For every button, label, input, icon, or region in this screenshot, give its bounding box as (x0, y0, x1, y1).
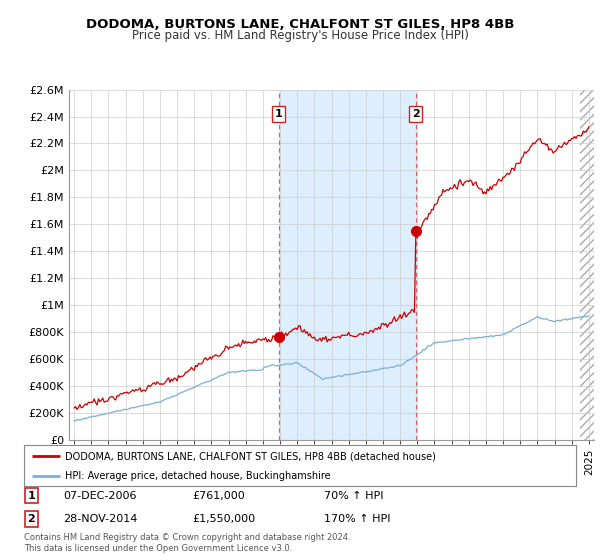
Bar (278, 90, 416, 440)
Text: £761,000: £761,000 (192, 491, 245, 501)
Text: 170% ↑ HPI: 170% ↑ HPI (324, 514, 391, 524)
Text: £1,550,000: £1,550,000 (192, 514, 255, 524)
Text: 07-DEC-2006: 07-DEC-2006 (63, 491, 137, 501)
Text: 1: 1 (28, 491, 35, 501)
Text: 2: 2 (412, 109, 419, 119)
Text: DODOMA, BURTONS LANE, CHALFONT ST GILES, HP8 4BB: DODOMA, BURTONS LANE, CHALFONT ST GILES,… (86, 18, 514, 31)
Text: 2: 2 (28, 514, 35, 524)
Text: HPI: Average price, detached house, Buckinghamshire: HPI: Average price, detached house, Buck… (65, 472, 331, 481)
Text: 28-NOV-2014: 28-NOV-2014 (63, 514, 137, 524)
Text: DODOMA, BURTONS LANE, CHALFONT ST GILES, HP8 4BB (detached house): DODOMA, BURTONS LANE, CHALFONT ST GILES,… (65, 451, 436, 461)
Text: 1: 1 (275, 109, 283, 119)
Text: 70% ↑ HPI: 70% ↑ HPI (324, 491, 383, 501)
Text: Price paid vs. HM Land Registry's House Price Index (HPI): Price paid vs. HM Land Registry's House … (131, 29, 469, 42)
Text: Contains HM Land Registry data © Crown copyright and database right 2024.
This d: Contains HM Land Registry data © Crown c… (24, 533, 350, 553)
